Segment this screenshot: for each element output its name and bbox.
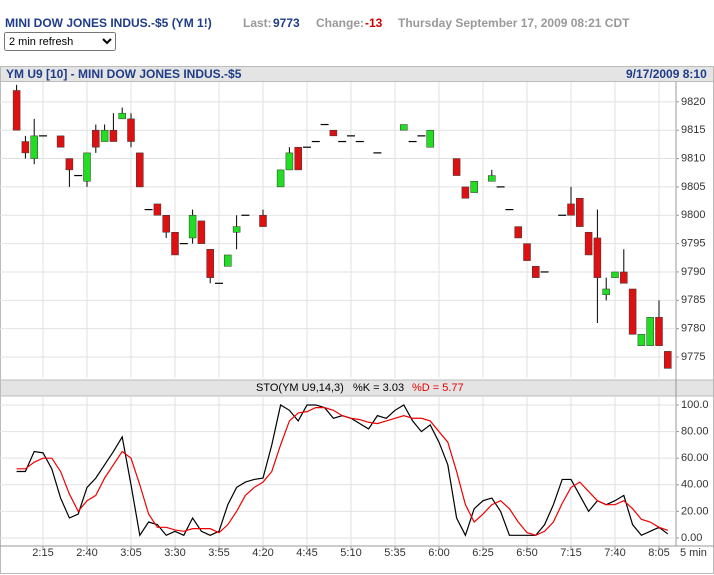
x-tick-label: 7:40 [604,547,625,559]
candle-body [620,271,628,284]
x-tick-label: 8:05 [648,547,669,559]
candle-body [153,203,162,216]
change-value: -13 [365,16,383,30]
candle-body [532,266,540,278]
refresh-select[interactable]: 2 min refresh [4,32,116,51]
y-tick-label: 80.00 [681,425,709,437]
candle-body [646,317,654,346]
candle-body [655,317,663,346]
candle-body [294,146,302,171]
chart-title: YM U9 [10] - MINI DOW JONES INDUS.-$5 [6,67,242,81]
y-tick-label: 20.00 [681,505,709,517]
y-tick-label: 9780 [681,323,705,335]
x-tick-label: 2:15 [32,547,53,559]
y-tick-label: 9810 [681,152,705,164]
candle-body [65,158,74,171]
x-tick-label: 3:30 [164,547,185,559]
candle-body [232,226,241,233]
candle-body [567,203,575,216]
candle-body [664,351,672,369]
candle-body [100,129,109,142]
candle-body [611,271,619,278]
candle-body [488,175,496,182]
y-tick-label: 100.0 [681,399,709,411]
candle-body [400,124,408,131]
candle-body [329,129,338,137]
candle-body [188,215,197,239]
x-tick-label: 6:00 [428,547,449,559]
candle-body [584,232,593,256]
change-label: Change: [316,16,364,30]
candle-body [637,334,646,346]
candle-body [224,254,232,267]
y-tick-label: 9820 [681,96,705,108]
x-tick-label: 2:40 [76,547,97,559]
x-tick-label: 5:10 [340,547,361,559]
candle-body [285,152,294,171]
candle-body [576,197,584,227]
candle-body [21,141,30,154]
y-tick-label: 9800 [681,209,705,221]
y-tick-label: 9815 [681,124,705,136]
last-label: Last: [243,16,272,30]
legend-d: %D = 5.77 [412,382,464,394]
x-tick-label: 4:20 [252,547,273,559]
x-axis-unit: 5 min [680,547,707,559]
x-tick-label: 6:25 [472,547,493,559]
chart: YM U9 [10] - MINI DOW JONES INDUS.-$5 9/… [0,66,714,574]
y-tick-label: 9790 [681,266,705,278]
timestamp: Thursday September 17, 2009 08:21 CDT [398,16,630,30]
y-tick-label: 9775 [681,351,705,363]
candle-body [259,215,267,227]
candle-body [83,152,91,182]
candle-body [92,129,100,148]
candle-body [276,169,285,188]
x-tick-label: 4:45 [296,547,317,559]
y-tick-label: 0.00 [681,532,702,544]
candle-body [461,186,470,199]
candle-body [56,135,65,148]
candle-body [162,215,170,233]
x-tick-label: 7:15 [560,547,581,559]
candle-body [470,180,478,193]
candle-body [127,118,135,142]
candle-body [197,220,206,244]
symbol: MINI DOW JONES INDUS.-$5 (YM 1!) [5,16,212,30]
study-title: STO(YM U9,14,3) [256,382,344,394]
candle-body [136,152,144,188]
candle-body [593,237,602,278]
last-value: 9773 [273,16,300,30]
candle-body [12,90,21,131]
stoch-line [16,407,668,536]
x-tick-label: 6:50 [516,547,537,559]
candle-body [628,288,637,335]
candle-body [514,226,522,239]
y-tick-label: 9785 [681,294,705,306]
candle-body [206,249,214,278]
chart-frame [0,66,714,574]
candle-body [452,158,461,176]
candle-body [171,232,179,256]
candle-body [109,129,118,142]
candle-body [602,288,610,295]
y-tick-label: 60.00 [681,452,709,464]
y-tick-label: 9795 [681,238,705,250]
candle-body [523,243,531,261]
chart-date: 9/17/2009 8:10 [626,67,707,81]
candle-body [30,135,38,159]
legend-k: %K = 3.03 [353,382,404,394]
x-tick-label: 5:35 [384,547,405,559]
y-tick-label: 40.00 [681,479,709,491]
y-tick-label: 9805 [681,181,705,193]
x-tick-label: 3:05 [120,547,141,559]
candle-body [118,112,126,120]
x-tick-label: 3:55 [208,547,229,559]
candle-body [426,129,434,148]
